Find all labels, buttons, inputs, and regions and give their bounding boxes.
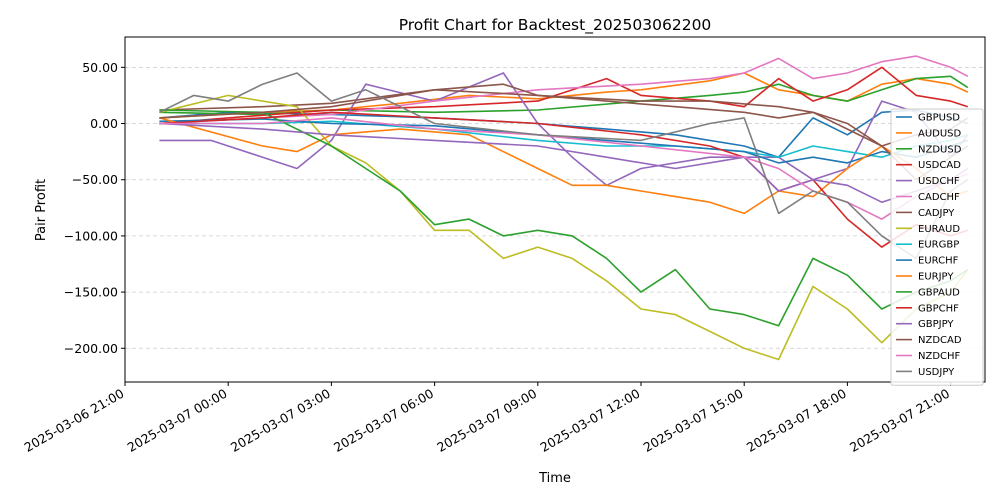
legend-label: EURJPY (918, 272, 954, 283)
legend-label: NZDUSD (918, 144, 962, 155)
legend-label: GBPJPY (918, 319, 954, 330)
legend-label: GBPAUD (918, 287, 960, 298)
y-tick-label: 0.00 (90, 116, 118, 131)
y-tick-label: −200.00 (64, 341, 118, 356)
y-tick-label: −100.00 (64, 228, 118, 243)
y-axis-title: Pair Profit (34, 179, 49, 241)
legend-label: USDCAD (918, 160, 961, 171)
series-line-audusd (159, 72, 969, 119)
legend-label: CADJPY (918, 208, 955, 219)
series-line-cadchf (159, 55, 969, 125)
legend-label: CADCHF (918, 192, 960, 203)
legend: GBPUSD AUDUSD NZDUSD USDCAD USDCHF CADCHF CADJ… (890, 108, 984, 386)
series-line-usdchf (159, 72, 969, 187)
y-axis: 50.00 0.00 −50.00 −100.00 −150.00 −200.00 (64, 60, 125, 356)
legend-label: GBPCHF (918, 303, 959, 314)
y-tick-label: −50.00 (72, 172, 118, 187)
legend-label: AUDUSD (918, 128, 962, 139)
legend-label: EURAUD (918, 224, 960, 235)
legend-label: NZDCAD (918, 335, 962, 346)
series-line-gbpaud (159, 109, 969, 327)
series-line-usdjpy (159, 72, 969, 260)
chart-title: Profit Chart for Backtest_202503062200 (399, 16, 712, 35)
legend-label: EURCHF (918, 256, 959, 267)
legend-label: GBPUSD (918, 113, 960, 124)
plot-area-frame (124, 36, 986, 383)
y-tick-label: 50.00 (82, 60, 118, 75)
series-line-eurjpy (159, 117, 969, 215)
x-axis-title: Time (538, 471, 571, 486)
legend-label: USDCHF (918, 176, 960, 187)
series-line-euraud (159, 94, 969, 361)
y-tick-label: −150.00 (64, 285, 118, 300)
legend-box (890, 108, 984, 386)
legend-label: NZDCHF (918, 351, 961, 362)
legend-label: EURGBP (918, 240, 959, 251)
legend-label: USDJPY (918, 367, 955, 378)
